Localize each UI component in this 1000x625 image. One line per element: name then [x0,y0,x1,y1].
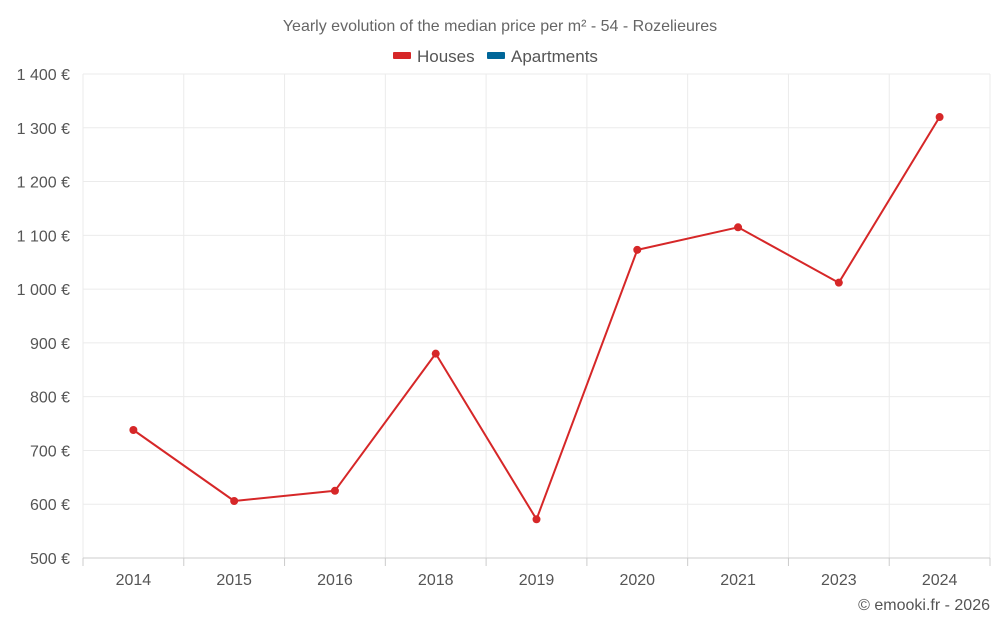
series-houses [129,113,944,524]
x-tick-label: 2021 [720,572,756,589]
y-tick-label: 800 € [30,390,70,407]
legend-label-apartments: Apartments [511,47,598,66]
y-tick-label: 500 € [30,551,70,568]
x-tick-label: 2024 [922,572,958,589]
data-point-houses-2014[interactable] [129,426,138,435]
y-tick-label: 1 000 € [17,282,70,299]
y-tick-label: 900 € [30,336,70,353]
data-point-houses-2023[interactable] [834,278,843,287]
x-tick-label: 2018 [418,572,454,589]
x-tick-label: 2016 [317,572,353,589]
legend-swatch-apartments [487,52,505,59]
y-tick-label: 1 200 € [17,175,70,192]
legend-label-houses: Houses [417,47,475,66]
grid [82,73,991,558]
x-tick-label: 2023 [821,572,857,589]
y-tick-label: 1 300 € [17,121,70,138]
credit-text: © emooki.fr - 2026 [858,597,990,614]
legend-swatch-houses [393,52,411,59]
x-tick-label: 2019 [519,572,555,589]
x-tick-label: 2020 [619,572,655,589]
data-point-houses-2021[interactable] [734,223,743,232]
y-axis: 500 € 600 € 700 € 800 € 900 € 1 000 € 1 100 € 1… [17,67,70,568]
data-point-houses-2016[interactable] [330,486,339,495]
series-layer [129,113,944,524]
y-tick-label: 600 € [30,497,70,514]
legend-item-houses[interactable]: Houses [393,47,475,66]
y-tick-label: 700 € [30,443,70,460]
data-point-houses-2018[interactable] [431,349,440,358]
y-tick-label: 1 100 € [17,228,70,245]
y-tick-label: 1 400 € [17,67,70,84]
x-tick-label: 2014 [116,572,152,589]
legend-item-apartments[interactable]: Apartments [487,47,598,66]
data-point-houses-2015[interactable] [230,496,239,505]
series-line-houses [132,116,941,521]
x-tick-label: 2015 [216,572,252,589]
chart-title: Yearly evolution of the median price per… [283,18,717,35]
data-point-houses-2024[interactable] [935,113,944,122]
x-axis: 2014 2015 2016 2018 2019 2020 2021 2023 2024 [82,557,991,589]
data-point-houses-2020[interactable] [633,245,642,254]
legend: Houses Apartments [393,47,598,66]
data-point-houses-2019[interactable] [532,515,541,524]
